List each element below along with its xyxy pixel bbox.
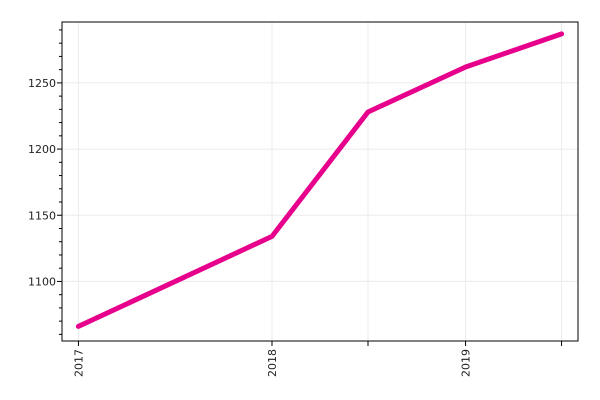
grid-layer (62, 22, 578, 341)
y-tick-label: 1250 (28, 77, 56, 90)
x-tick-label: 2019 (460, 349, 473, 377)
series-layer (75, 31, 565, 329)
series-line (75, 31, 565, 329)
x-tick-label: 2017 (72, 349, 85, 377)
y-tick-label: 1150 (28, 209, 56, 222)
x-axis: 2017 2018 2019 (72, 341, 563, 377)
x-tick-label: 2018 (266, 349, 279, 377)
y-tick-label: 1100 (28, 275, 56, 288)
y-tick-label: 1200 (28, 143, 56, 156)
y-axis: 1100 1150 1200 1250 (28, 29, 62, 335)
plot-frame (61, 21, 579, 342)
